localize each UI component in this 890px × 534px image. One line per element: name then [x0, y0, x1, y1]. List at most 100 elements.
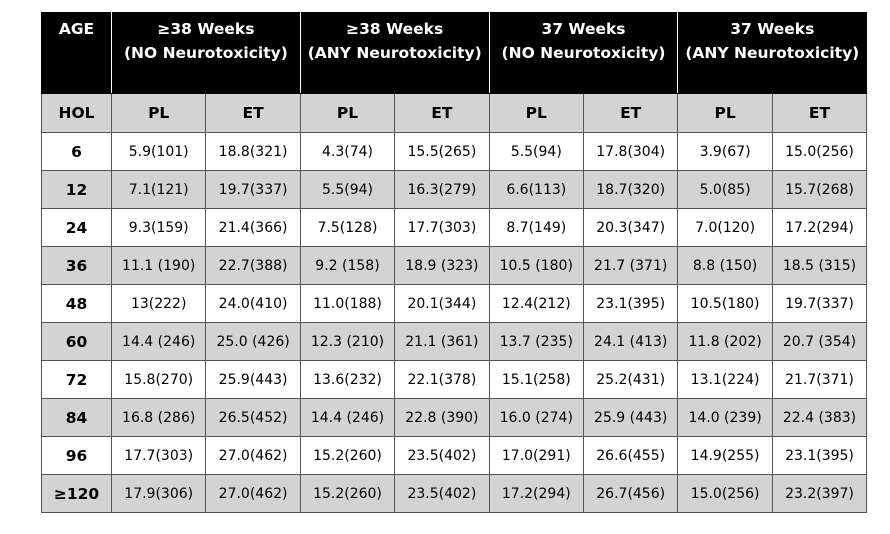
value-cell: 23.1(395)	[582, 284, 679, 323]
value-cell: 17.2(294)	[488, 474, 584, 513]
table-row: 84 16.8 (286) 26.5(452) 14.4 (246) 22.8 (390…	[41, 398, 868, 437]
value-cell: 23.5(402)	[394, 474, 490, 513]
value-cell: 3.9(67)	[677, 132, 773, 171]
value-cell: 21.4(366)	[205, 208, 301, 247]
value-cell: 24.1 (413)	[582, 322, 679, 361]
hol-cell: 60	[41, 322, 112, 361]
value-cell: 14.9(255)	[677, 436, 773, 475]
hol-cell: 72	[41, 360, 112, 399]
value-cell: 18.5 (315)	[771, 246, 868, 285]
group-header-row: AGE ≥38 Weeks (NO Neurotoxicity) ≥38 Weeks…	[41, 12, 868, 94]
group-title: 37 Weeks	[730, 20, 815, 38]
value-cell: 22.8 (390)	[394, 398, 490, 437]
data-table: AGE ≥38 Weeks (NO Neurotoxicity) ≥38 Weeks…	[41, 12, 868, 513]
value-cell: 26.6(455)	[582, 436, 679, 475]
value-cell: 25.2(431)	[582, 360, 679, 399]
value-cell: 11.1 (190)	[110, 246, 207, 285]
table-row: 12 7.1(121) 19.7(337) 5.5(94) 16.3(279) 6.6(1…	[41, 170, 868, 209]
value-cell: 18.8(321)	[205, 132, 301, 171]
group-header: 37 Weeks (ANY Neurotoxicity)	[677, 12, 868, 94]
value-cell: 23.5(402)	[394, 436, 490, 475]
hol-header: HOL	[41, 93, 112, 133]
value-cell: 21.7 (371)	[582, 246, 679, 285]
value-cell: 17.9(306)	[110, 474, 207, 513]
value-cell: 17.8(304)	[582, 132, 679, 171]
value-cell: 11.0(188)	[299, 284, 396, 323]
value-cell: 24.0(410)	[205, 284, 301, 323]
group-header: ≥38 Weeks (NO Neurotoxicity)	[111, 12, 301, 94]
value-cell: 17.7(303)	[110, 436, 207, 475]
table-row: 6 5.9(101) 18.8(321) 4.3(74) 15.5(265) 5.5(94…	[41, 132, 868, 171]
value-cell: 18.9 (323)	[394, 246, 490, 285]
group-title: 37 Weeks	[541, 20, 626, 38]
value-cell: 21.7(371)	[771, 360, 868, 399]
value-cell: 23.2(397)	[771, 474, 868, 513]
table-row: 24 9.3(159) 21.4(366) 7.5(128) 17.7(303) 8.7(…	[41, 208, 868, 247]
value-cell: 25.9(443)	[205, 360, 301, 399]
value-cell: 15.2(260)	[299, 474, 396, 513]
value-cell: 16.0 (274)	[488, 398, 584, 437]
column-header: PL	[488, 93, 584, 133]
column-header: PL	[677, 93, 773, 133]
hol-cell: 96	[41, 436, 112, 475]
table-row: 48 13(222) 24.0(410) 11.0(188) 20.1(344) 12.4…	[41, 284, 868, 323]
value-cell: 12.4(212)	[488, 284, 584, 323]
value-cell: 4.3(74)	[299, 132, 396, 171]
value-cell: 9.2 (158)	[299, 246, 396, 285]
value-cell: 13.1(224)	[677, 360, 773, 399]
column-header: PL	[299, 93, 396, 133]
value-cell: 15.2(260)	[299, 436, 396, 475]
column-header: PL	[110, 93, 207, 133]
hol-cell: 36	[41, 246, 112, 285]
value-cell: 14.4 (246)	[299, 398, 396, 437]
value-cell: 19.7(337)	[771, 284, 868, 323]
value-cell: 8.7(149)	[488, 208, 584, 247]
value-cell: 7.0(120)	[677, 208, 773, 247]
value-cell: 15.1(258)	[488, 360, 584, 399]
value-cell: 11.8 (202)	[677, 322, 773, 361]
table-row: 36 11.1 (190) 22.7(388) 9.2 (158) 18.9 (323)…	[41, 246, 868, 285]
value-cell: 22.1(378)	[394, 360, 490, 399]
value-cell: 15.0(256)	[771, 132, 868, 171]
value-cell: 14.4 (246)	[110, 322, 207, 361]
value-cell: 21.1 (361)	[394, 322, 490, 361]
group-subtitle: (ANY Neurotoxicity)	[685, 44, 860, 62]
value-cell: 14.0 (239)	[677, 398, 773, 437]
table-body: 6 5.9(101) 18.8(321) 4.3(74) 15.5(265) 5.5(94…	[41, 132, 868, 513]
value-cell: 17.7(303)	[394, 208, 490, 247]
value-cell: 6.6(113)	[488, 170, 584, 209]
value-cell: 27.0(462)	[205, 474, 301, 513]
table-row: 72 15.8(270) 25.9(443) 13.6(232) 22.1(378) 15…	[41, 360, 868, 399]
value-cell: 9.3(159)	[110, 208, 207, 247]
column-header: ET	[582, 93, 679, 133]
hol-cell: ≥120	[41, 474, 112, 513]
value-cell: 17.2(294)	[771, 208, 868, 247]
value-cell: 18.7(320)	[582, 170, 679, 209]
value-cell: 27.0(462)	[205, 436, 301, 475]
value-cell: 15.5(265)	[394, 132, 490, 171]
value-cell: 5.9(101)	[110, 132, 207, 171]
hol-cell: 24	[41, 208, 112, 247]
group-subtitle: (ANY Neurotoxicity)	[307, 44, 482, 62]
table-row: 60 14.4 (246) 25.0 (426) 12.3 (210) 21.1 (36…	[41, 322, 868, 361]
value-cell: 16.3(279)	[394, 170, 490, 209]
value-cell: 15.0(256)	[677, 474, 773, 513]
value-cell: 5.5(94)	[299, 170, 396, 209]
group-title: ≥38 Weeks	[157, 20, 255, 38]
value-cell: 25.0 (426)	[205, 322, 301, 361]
value-cell: 13.7 (235)	[488, 322, 584, 361]
value-cell: 7.5(128)	[299, 208, 396, 247]
value-cell: 26.5(452)	[205, 398, 301, 437]
value-cell: 23.1(395)	[771, 436, 868, 475]
value-cell: 15.8(270)	[110, 360, 207, 399]
value-cell: 13.6(232)	[299, 360, 396, 399]
value-cell: 26.7(456)	[582, 474, 679, 513]
group-header: ≥38 Weeks (ANY Neurotoxicity)	[299, 12, 490, 94]
group-subtitle: (NO Neurotoxicity)	[123, 44, 288, 62]
age-header: AGE	[41, 12, 112, 94]
value-cell: 5.0(85)	[677, 170, 773, 209]
value-cell: 20.3(347)	[582, 208, 679, 247]
value-cell: 25.9 (443)	[582, 398, 679, 437]
value-cell: 7.1(121)	[110, 170, 207, 209]
value-cell: 5.5(94)	[488, 132, 584, 171]
